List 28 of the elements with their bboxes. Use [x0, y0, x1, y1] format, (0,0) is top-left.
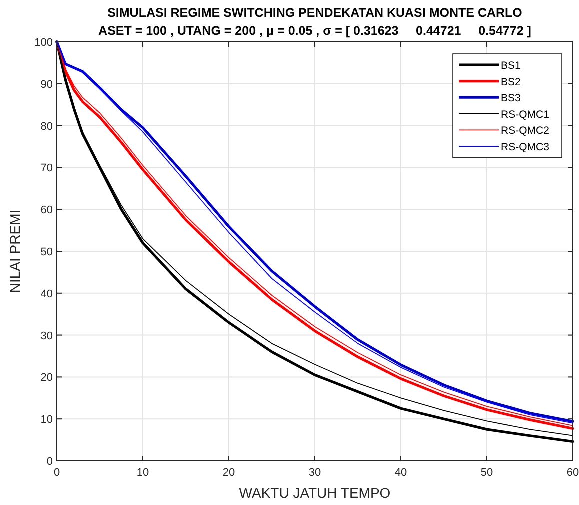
y-tick-label: 40 — [40, 288, 53, 300]
y-tick-label: 50 — [40, 246, 53, 258]
x-tick-label: 30 — [308, 467, 322, 479]
y-tick-label: 60 — [40, 204, 53, 217]
y-tick-label: 30 — [40, 330, 53, 342]
y-tick-label: 90 — [40, 78, 53, 91]
x-tick-label: 60 — [566, 467, 579, 479]
legend-label: BS1 — [501, 60, 522, 72]
chart-title: SIMULASI REGIME SWITCHING PENDEKATAN KUASI MONTE CARLO — [108, 6, 523, 20]
x-tick-label: 40 — [394, 467, 408, 479]
x-tick-label: 50 — [480, 467, 494, 479]
x-tick-label: 20 — [222, 467, 236, 479]
legend-label: RS-QMC3 — [501, 142, 550, 154]
x-tick-label: 10 — [136, 467, 150, 479]
y-axis-title: NILAI PREMI — [7, 210, 23, 294]
y-tick-label: 20 — [40, 372, 53, 384]
y-tick-label: 100 — [34, 37, 53, 49]
chart-subtitle: ASET = 100 , UTANG = 200 , μ = 0.05 , σ = [ 0.31623 0.44721 0.54772 ] — [98, 24, 532, 38]
y-tick-label: 80 — [40, 120, 53, 133]
x-axis-title: WAKTU JATUH TEMPO — [239, 485, 391, 501]
legend-label: BS3 — [501, 92, 522, 105]
legend-label: RS-QMC1 — [501, 108, 550, 121]
y-tick-label: 10 — [40, 414, 53, 426]
legend-label: RS-QMC2 — [501, 125, 550, 138]
y-tick-label: 0 — [46, 456, 53, 468]
y-tick-label: 70 — [40, 162, 53, 175]
x-tick-label: 0 — [54, 467, 60, 479]
legend-label: BS2 — [501, 76, 522, 88]
